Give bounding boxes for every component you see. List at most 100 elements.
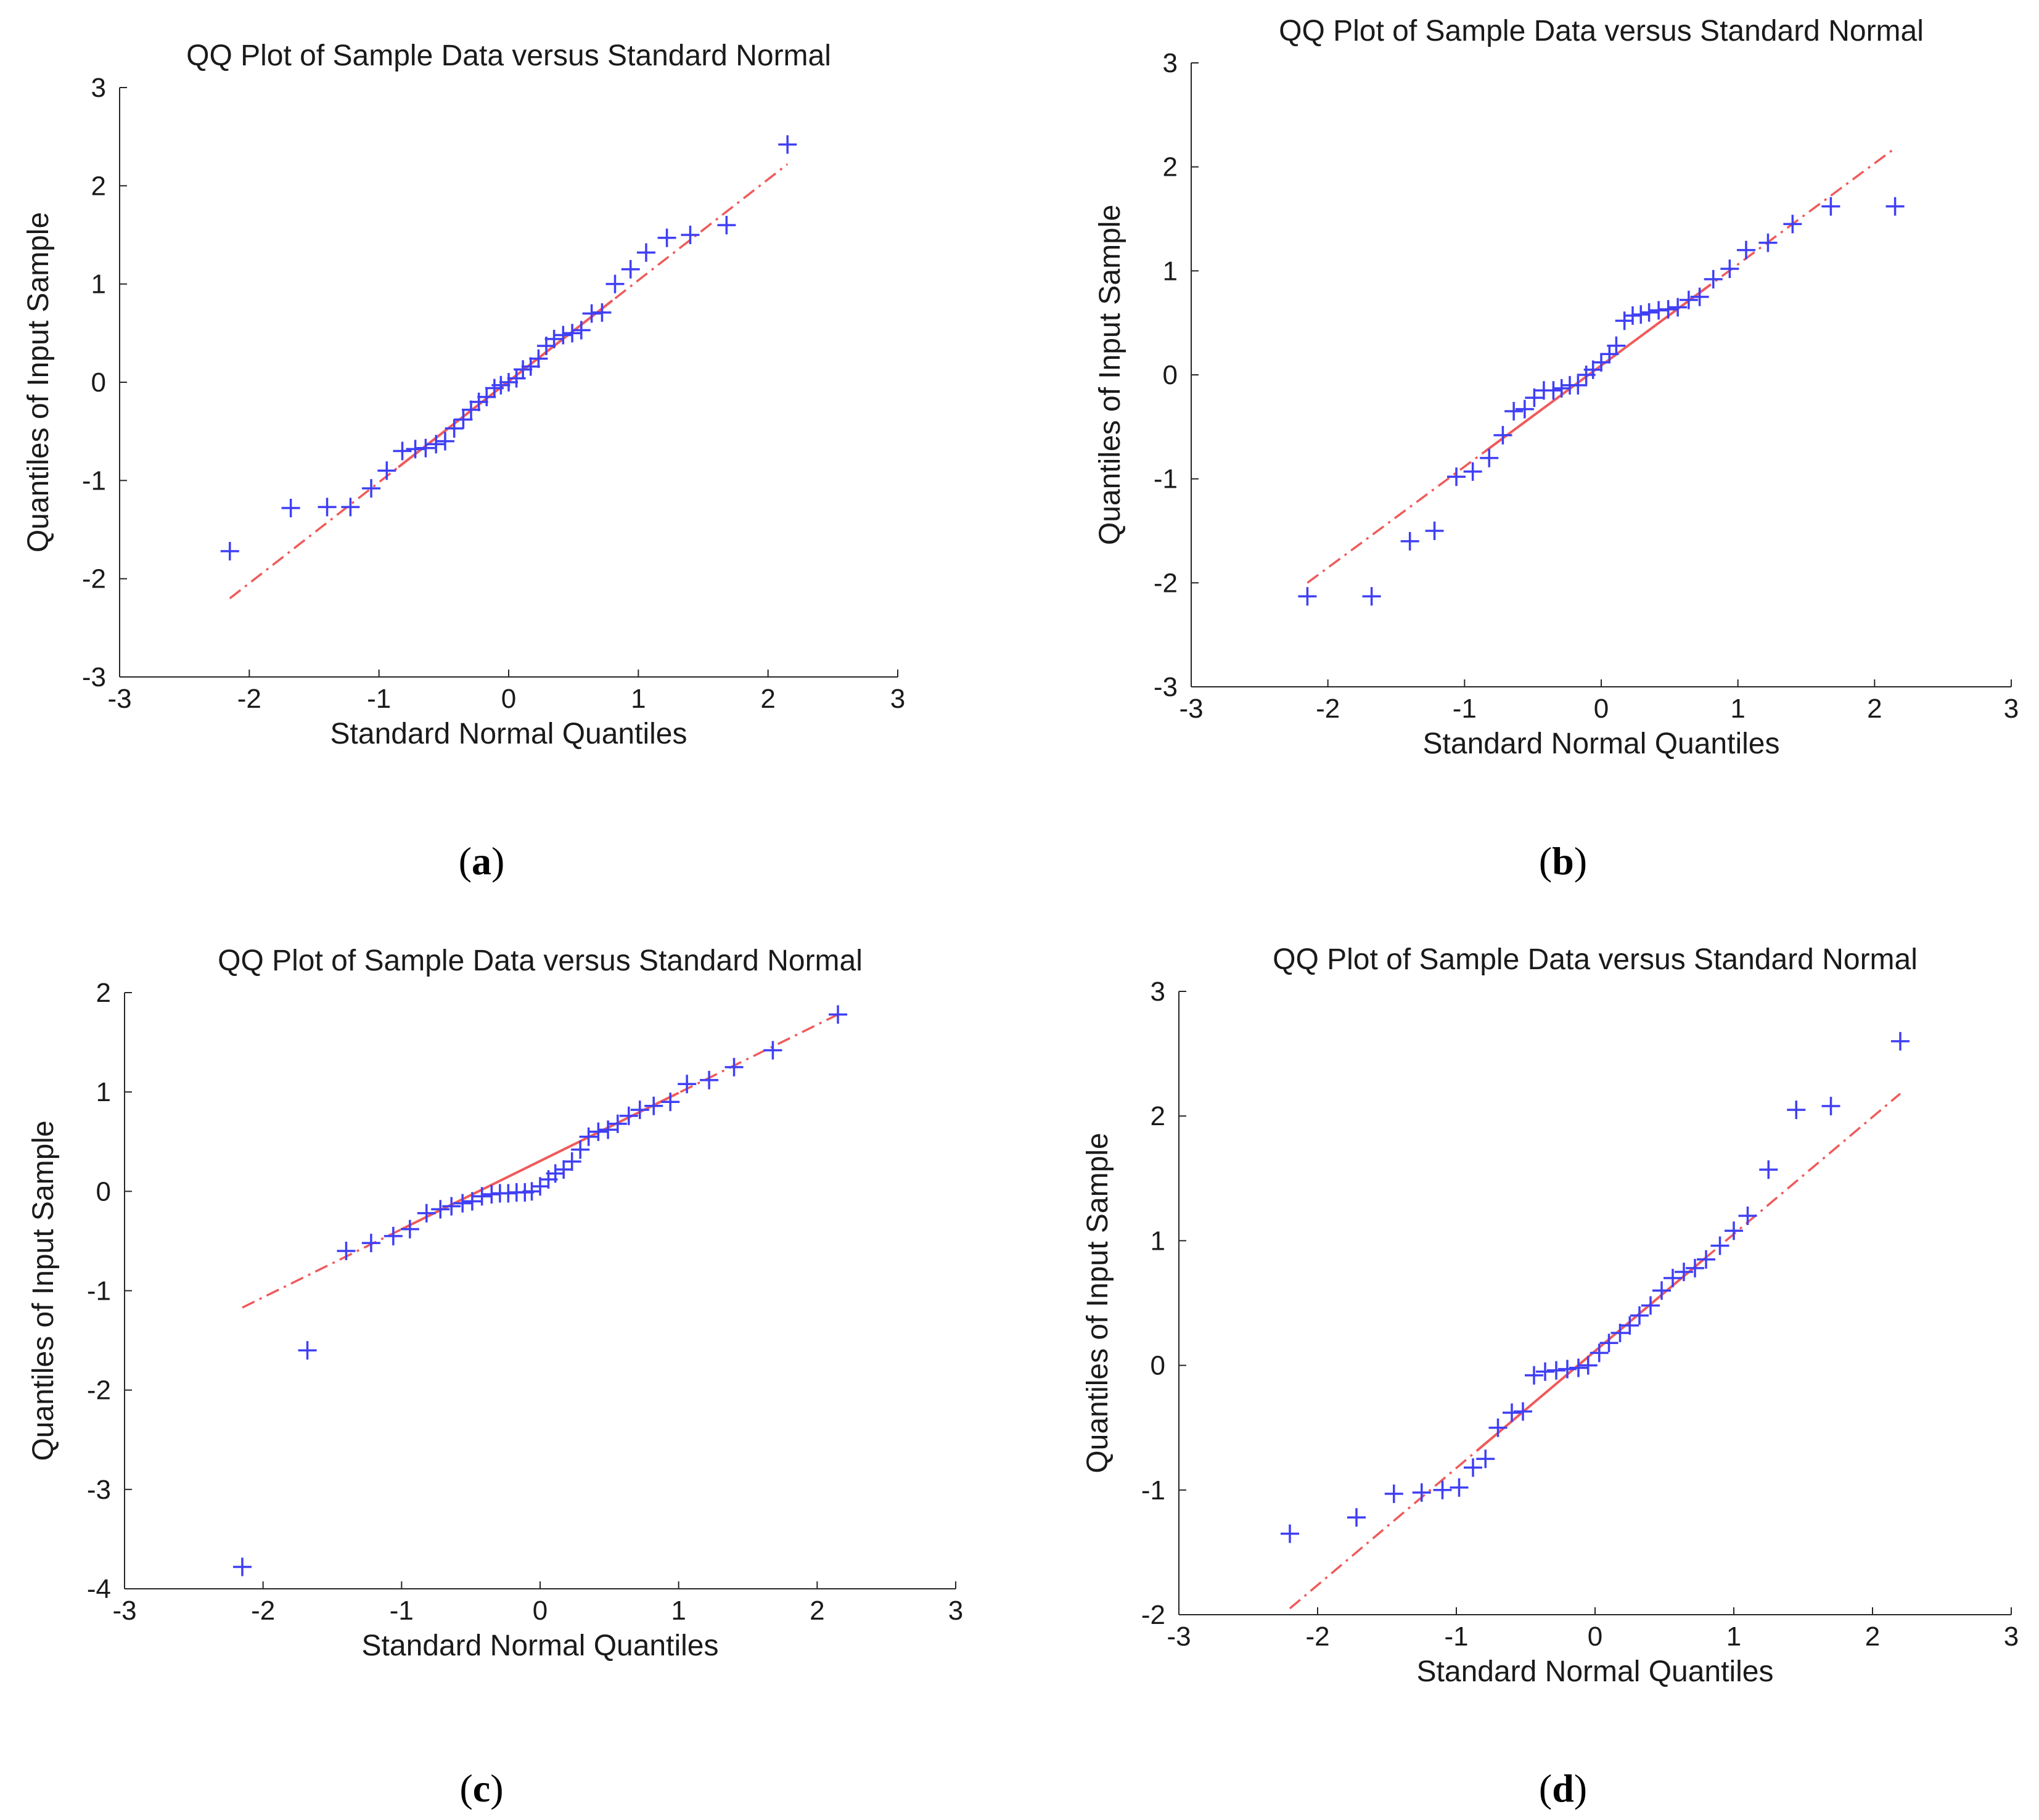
y-tick-label: 2 (1151, 1101, 1165, 1131)
x-tick-label: -3 (1167, 1621, 1191, 1652)
x-tick-label: -2 (237, 684, 261, 714)
data-point (1787, 1101, 1806, 1120)
data-point (661, 1092, 680, 1112)
y-tick-label: -2 (87, 1375, 111, 1406)
data-point (232, 1557, 252, 1576)
x-axis-label: Standard Normal Quantiles (1417, 1655, 1774, 1688)
x-axis-label: Standard Normal Quantiles (1423, 728, 1780, 760)
data-point (1607, 336, 1626, 355)
y-tick-label: -2 (1141, 1600, 1165, 1630)
data-point (1631, 305, 1651, 324)
data-point (1610, 1324, 1630, 1343)
data-point (1704, 269, 1723, 289)
data-point (579, 1127, 598, 1146)
data-point (619, 1106, 638, 1125)
data-point (1630, 1306, 1649, 1325)
x-tick-label: -1 (1444, 1621, 1468, 1652)
caption-open-paren: ( (1539, 1766, 1552, 1810)
data-point (1476, 1449, 1495, 1469)
y-tick-label: 1 (1151, 1226, 1165, 1256)
data-point (1620, 1316, 1639, 1335)
data-point (1725, 1221, 1743, 1240)
data-point (1821, 1097, 1840, 1116)
data-point (1679, 290, 1698, 309)
data-point (1488, 1418, 1508, 1437)
data-point (1599, 1334, 1618, 1353)
y-tick-label: -2 (1154, 568, 1178, 598)
data-point (1783, 215, 1802, 234)
data-point (644, 1096, 663, 1115)
x-tick-label: 0 (1594, 694, 1609, 724)
data-point (630, 1101, 649, 1120)
data-point (298, 1341, 317, 1360)
x-axis-label: Standard Normal Quantiles (362, 1629, 719, 1662)
y-tick-label: 3 (1163, 48, 1178, 78)
data-point (1641, 1296, 1660, 1315)
x-tick-label: 1 (1730, 694, 1745, 724)
data-point (499, 373, 518, 391)
data-point (1720, 259, 1739, 278)
y-tick-label: -1 (1154, 464, 1178, 494)
reference-line-solid (1484, 284, 1712, 453)
data-point (1690, 287, 1709, 306)
data-point (1710, 1236, 1729, 1255)
caption-letter: c (473, 1766, 490, 1810)
data-point (472, 1187, 491, 1206)
data-point (1736, 240, 1755, 260)
data-point (1697, 1250, 1715, 1269)
caption-open-paren: ( (459, 839, 472, 883)
data-point (1433, 1480, 1452, 1499)
data-point (514, 360, 533, 379)
x-tick-label: 1 (631, 684, 646, 714)
y-tick-label: -3 (87, 1475, 111, 1505)
caption-close-paren: ) (490, 1766, 503, 1810)
data-point (445, 419, 464, 438)
data-point (1668, 298, 1688, 317)
y-tick-label: -4 (87, 1574, 111, 1604)
data-point (1578, 1356, 1598, 1375)
data-point (1515, 400, 1534, 419)
x-tick-label: -1 (390, 1596, 414, 1626)
data-point (1569, 1358, 1588, 1377)
caption-close-paren: ) (1574, 839, 1587, 883)
data-point (393, 441, 412, 461)
data-point (621, 260, 640, 279)
y-tick-label: 0 (96, 1176, 111, 1207)
data-point (384, 1226, 403, 1245)
y-tick-label: 3 (1151, 977, 1165, 1007)
data-point (657, 228, 676, 247)
data-point (1583, 360, 1602, 379)
data-point (717, 216, 736, 235)
data-point (544, 329, 564, 348)
y-tick-label: -3 (82, 662, 106, 692)
x-tick-label: -1 (1453, 694, 1477, 724)
data-point (778, 135, 797, 154)
caption-letter: b (1552, 839, 1574, 883)
data-point (562, 1152, 581, 1171)
reference-line-solid (397, 299, 613, 469)
data-point (453, 1194, 472, 1213)
data-point (1503, 1403, 1521, 1422)
y-axis-label: Quantiles of Input Sample (1094, 205, 1126, 545)
data-point (1675, 1262, 1693, 1281)
data-point (281, 498, 300, 517)
data-point (1464, 1458, 1482, 1477)
data-point (377, 461, 396, 480)
data-point (546, 1164, 565, 1183)
data-point (1652, 1281, 1671, 1300)
x-tick-label: -3 (107, 684, 131, 714)
data-point (1412, 1483, 1431, 1502)
data-point (608, 1114, 627, 1133)
data-point (362, 479, 381, 498)
y-tick-label: -1 (82, 465, 106, 496)
data-point (1425, 522, 1444, 540)
data-point (554, 1160, 573, 1179)
caption-open-paren: ( (459, 1766, 472, 1810)
data-point (678, 1075, 697, 1094)
data-point (462, 400, 481, 419)
data-point (599, 1120, 618, 1139)
data-point (1552, 379, 1571, 398)
x-tick-label: 0 (1588, 1621, 1602, 1652)
caption-letter: d (1552, 1766, 1574, 1810)
data-point (763, 1041, 782, 1060)
